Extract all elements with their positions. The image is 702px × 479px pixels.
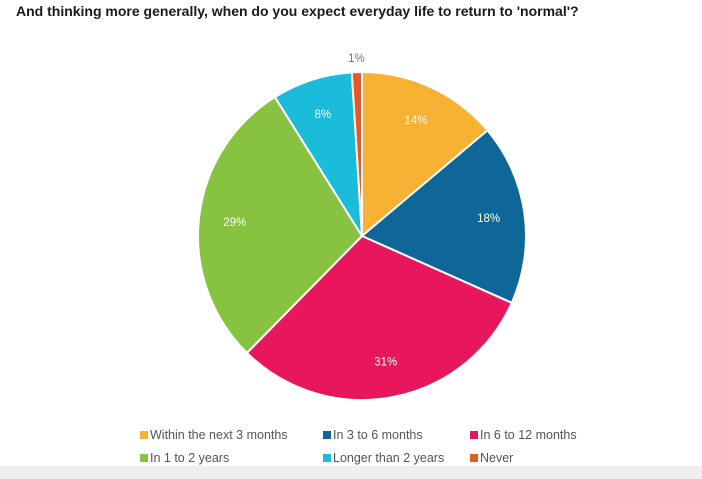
legend-item-longer-than-2-years: Longer than 2 years: [323, 451, 444, 465]
legend-label: Within the next 3 months: [150, 428, 288, 442]
legend-label: Longer than 2 years: [333, 451, 445, 465]
data-label-never: 1%: [348, 53, 365, 65]
legend-swatch: [470, 454, 478, 462]
legend-swatch: [323, 454, 331, 462]
pie-slice-never: [350, 70, 363, 237]
legend-label: Never: [480, 451, 514, 465]
legend-label: In 1 to 2 years: [150, 451, 230, 465]
pie-slice-in-3-to-6-months: [360, 128, 527, 305]
legend-swatch: [470, 431, 478, 439]
legend-swatch: [323, 431, 331, 439]
bottom-strip: [0, 466, 702, 479]
legend-label: In 3 to 6 months: [333, 428, 423, 442]
legend-item-within-the-next-3-months: Within the next 3 months: [140, 428, 288, 442]
pie-slice-in-1-to-2-years: [197, 95, 364, 355]
data-label-within-the-next-3-months: 14%: [404, 115, 427, 127]
chart-title: And thinking more generally, when do you…: [16, 3, 579, 19]
data-label-in-6-to-12-months: 31%: [374, 357, 397, 369]
legend-item-in-3-to-6-months: In 3 to 6 months: [323, 428, 423, 442]
legend-swatch: [140, 431, 148, 439]
pie-slice-in-6-to-12-months: [245, 234, 514, 401]
legend-label: In 6 to 12 months: [480, 428, 577, 442]
legend-swatch: [140, 454, 148, 462]
legend-item-never: Never: [470, 451, 513, 465]
data-label-longer-than-2-years: 8%: [315, 109, 332, 121]
legend-item-in-1-to-2-years: In 1 to 2 years: [140, 451, 229, 465]
data-label-in-3-to-6-months: 18%: [477, 213, 500, 225]
data-label-in-1-to-2-years: 29%: [223, 217, 246, 229]
legend-item-in-6-to-12-months: In 6 to 12 months: [470, 428, 577, 442]
pie-slice-within-the-next-3-months: [361, 70, 489, 239]
